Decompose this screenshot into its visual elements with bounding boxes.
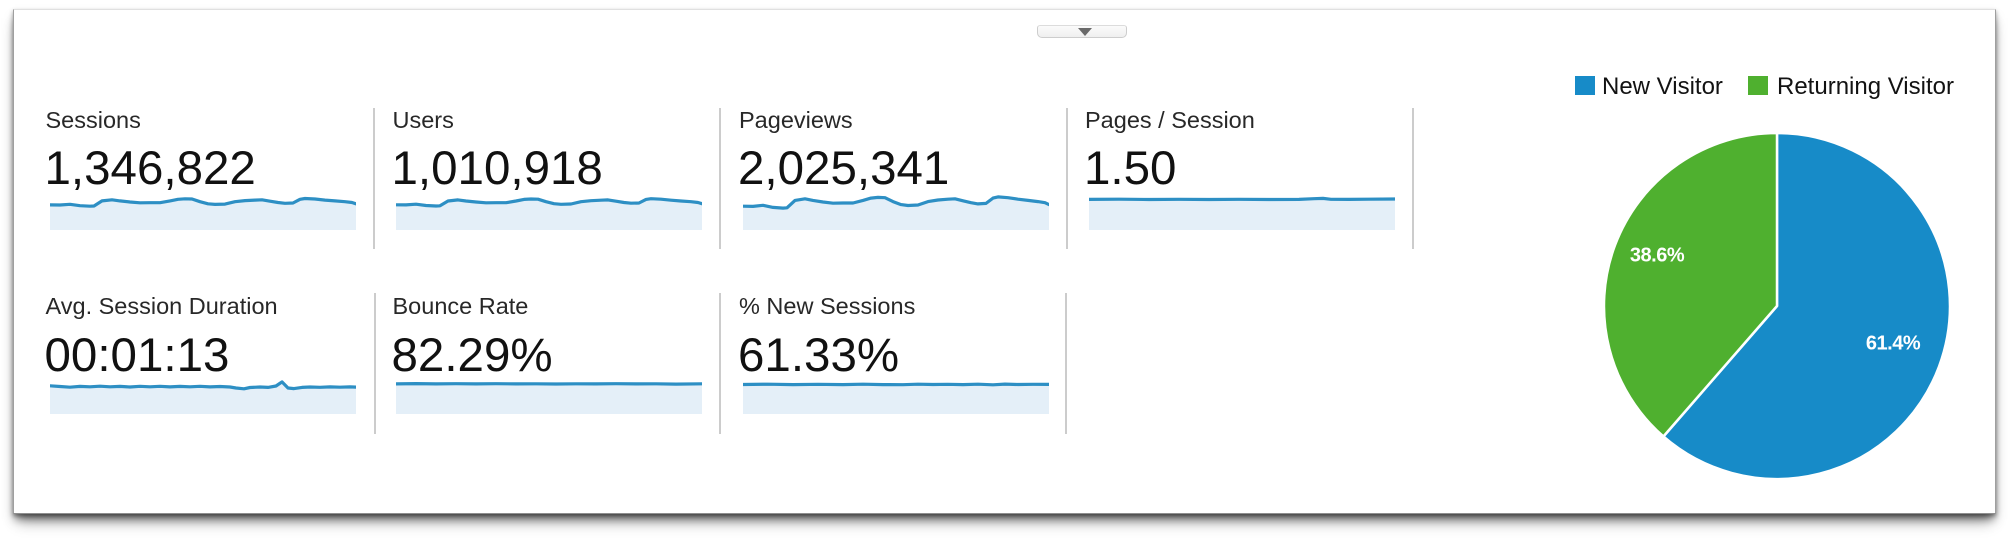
svg-text:61.4%: 61.4% [1866,333,1921,355]
svg-text:38.6%: 38.6% [1630,245,1685,267]
